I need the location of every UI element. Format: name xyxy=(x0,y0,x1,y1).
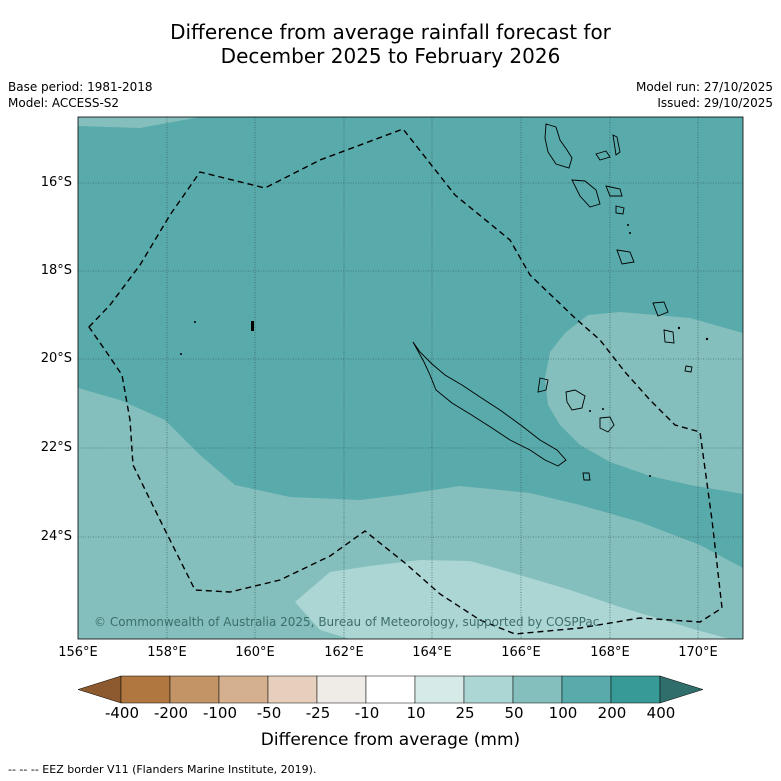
lon-label-160e: 160°E xyxy=(235,645,275,660)
loyalty-island-ouvea xyxy=(537,377,549,393)
colorbar-swatch xyxy=(561,675,612,704)
new-caledonia-coast xyxy=(412,341,567,467)
vanuatu-espiritu-santo xyxy=(544,123,573,169)
colorbar-tick-label: -400 xyxy=(104,704,140,722)
meta-left: Base period: 1981-2018 Model: ACCESS-S2 xyxy=(8,79,153,111)
colorbar-swatch xyxy=(414,675,465,704)
colorbar-arrow-low xyxy=(77,675,122,704)
aneityum xyxy=(684,365,693,373)
lat-label-22s: 22°S xyxy=(40,440,72,455)
lat-label-20s: 20°S xyxy=(40,351,72,366)
colorbar-tick-label: 25 xyxy=(455,704,475,722)
eez-footnote: -- -- -- EEZ border V11 (Flanders Marine… xyxy=(8,763,317,776)
colorbar-swatch xyxy=(463,675,514,704)
colorbar-swatch xyxy=(169,675,220,704)
map-frame xyxy=(77,116,744,640)
copyright-notice: © Commonwealth of Australia 2025, Bureau… xyxy=(94,615,599,629)
lat-label-18s: 18°S xyxy=(40,263,72,278)
vanuatu-tanna xyxy=(663,329,675,344)
lon-label-162e: 162°E xyxy=(324,645,364,660)
rainfall-anomaly-shading xyxy=(78,117,743,639)
colorbar-arrow-high xyxy=(659,675,704,704)
lat-label-24s: 24°S xyxy=(40,529,72,544)
colorbar xyxy=(77,675,704,704)
colorbar-tick-label: 400 xyxy=(646,704,676,722)
title-line-2: December 2025 to February 2026 xyxy=(220,44,561,68)
lon-label-158e: 158°E xyxy=(147,645,187,660)
colorbar-tick-label: -200 xyxy=(153,704,189,722)
meta-right: Model run: 27/10/2025 Issued: 29/10/2025 xyxy=(636,79,773,111)
vanuatu-erromango xyxy=(652,301,669,317)
colorbar-tick-label: 50 xyxy=(504,704,524,722)
base-period: Base period: 1981-2018 xyxy=(8,80,153,94)
colorbar-tick-label: -10 xyxy=(354,704,380,722)
graticule xyxy=(78,117,743,639)
loyalty-island-lifou xyxy=(565,389,586,411)
coastlines xyxy=(412,123,693,481)
band-50-100-south xyxy=(78,388,743,639)
colorbar-swatch xyxy=(218,675,269,704)
colorbar-tick-label: -100 xyxy=(202,704,238,722)
colorbar-tick-label: 100 xyxy=(548,704,578,722)
lat-label-16s: 16°S xyxy=(40,175,72,190)
vanuatu-ambrym xyxy=(605,185,623,197)
colorbar-swatch xyxy=(120,675,171,704)
isle-of-pines xyxy=(582,472,591,481)
vanuatu-epi xyxy=(615,205,625,215)
issued-date: Issued: 29/10/2025 xyxy=(657,96,773,110)
lon-label-170e: 170°E xyxy=(678,645,718,660)
vanuatu-ambae xyxy=(595,150,611,161)
colorbar-tick-label: 200 xyxy=(597,704,627,722)
model-name: Model: ACCESS-S2 xyxy=(8,96,120,110)
colorbar-swatch xyxy=(316,675,367,704)
band-50-100-east xyxy=(545,312,743,494)
lon-label-166e: 166°E xyxy=(501,645,541,660)
colorbar-swatch xyxy=(365,675,416,704)
colorbar-swatch xyxy=(512,675,563,704)
band-25-50 xyxy=(295,560,730,639)
lon-label-156e: 156°E xyxy=(58,645,98,660)
vanuatu-malakula xyxy=(571,179,601,208)
colorbar-tick-label: 10 xyxy=(406,704,426,722)
loyalty-island-mare xyxy=(599,416,615,433)
vanuatu-efate xyxy=(616,249,635,265)
colorbar-swatch xyxy=(610,675,661,704)
lon-label-164e: 164°E xyxy=(412,645,452,660)
small-islets xyxy=(180,224,709,477)
colorbar-swatch xyxy=(267,675,318,704)
model-run: Model run: 27/10/2025 xyxy=(635,80,773,94)
colorbar-tick-label: -50 xyxy=(256,704,282,722)
lon-label-168e: 168°E xyxy=(590,645,630,660)
vanuatu-pentecost xyxy=(612,134,621,156)
colorbar-tick-label: -25 xyxy=(305,704,331,722)
title-line-1: Difference from average rainfall forecas… xyxy=(170,20,611,44)
band-50-100-north xyxy=(78,117,200,128)
colorbar-title: Difference from average (mm) xyxy=(260,730,521,750)
